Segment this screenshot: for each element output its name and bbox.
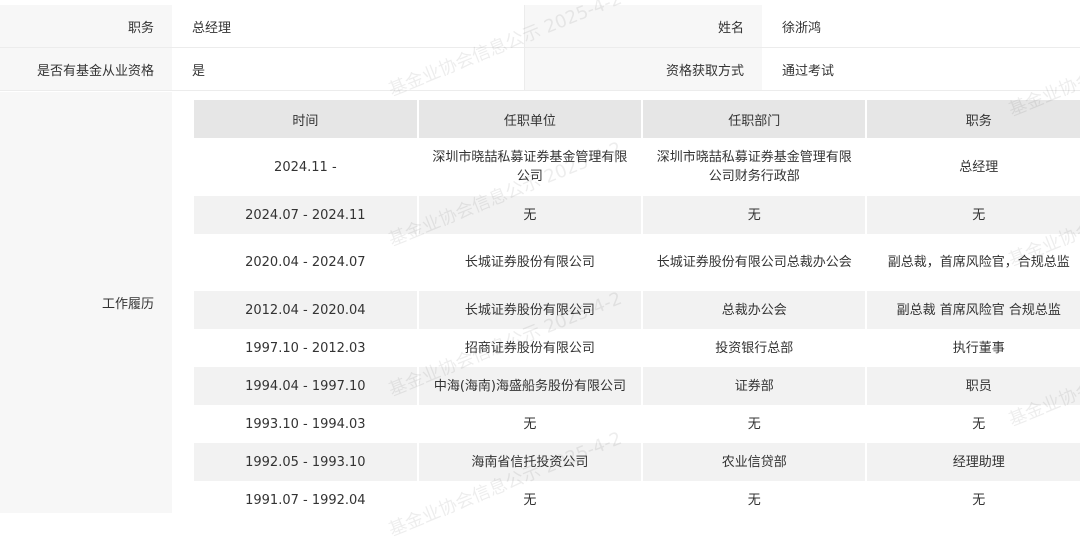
qualification-label: 是否有基金从业资格 bbox=[0, 48, 172, 90]
company-cell: 长城证券股份有限公司 bbox=[464, 255, 595, 270]
table-row: 1994.04 - 1997.10 中海(海南)海盛船务股份有限公司 证券部 职员 bbox=[194, 367, 1080, 405]
table-row: 1997.10 - 2012.03 招商证券股份有限公司 投资银行总部 执行董事 bbox=[194, 329, 1080, 367]
work-history-label: 工作履历 bbox=[0, 92, 172, 513]
work-history-table: 时间 任职单位 任职部门 职务 2024.11 - 深圳市晓喆私募证券基金管理有限… bbox=[192, 100, 1080, 519]
position-value: 总经理 bbox=[172, 5, 525, 47]
table-row: 2012.04 - 2020.04 长城证券股份有限公司 总裁办公会 副总裁 首席风险… bbox=[194, 291, 1080, 329]
qualification-method-value: 通过考试 bbox=[762, 48, 1080, 90]
department-cell: 总裁办公会 bbox=[643, 291, 866, 329]
department-cell: 无 bbox=[747, 416, 761, 432]
header-company: 任职单位 bbox=[418, 100, 642, 138]
company-cell: 海南省信托投资公司 bbox=[418, 443, 642, 481]
department-cell: 长城证券股份有限公司总裁办公会 bbox=[656, 255, 852, 270]
time-cell: 1992.05 - 1993.10 bbox=[194, 443, 417, 481]
position-cell: 无 bbox=[867, 196, 1080, 234]
time-cell: 1993.10 - 1994.03 bbox=[245, 416, 366, 432]
position-cell: 经理助理 bbox=[867, 443, 1080, 481]
time-cell: 2024.11 - bbox=[274, 159, 337, 175]
manager-info: 职务 总经理 姓名 徐浙鸿 是否有基金从业资格 是 资格获取方式 通过考试 bbox=[0, 5, 1080, 91]
position-label: 职务 bbox=[0, 5, 172, 47]
table-row: 1993.10 - 1994.03 无 无 无 bbox=[194, 405, 1080, 443]
work-history-section: 工作履历 bbox=[0, 92, 1080, 513]
table-row: 1992.05 - 1993.10 海南省信托投资公司 农业信贷部 经理助理 bbox=[194, 443, 1080, 481]
name-value: 徐浙鸿 bbox=[762, 5, 1080, 47]
header-department: 任职部门 bbox=[643, 100, 866, 138]
time-cell: 1994.04 - 1997.10 bbox=[194, 367, 417, 405]
header-time: 时间 bbox=[194, 100, 417, 138]
position-cell: 副总裁 首席风险官 合规总监 bbox=[867, 291, 1080, 329]
company-cell: 无 bbox=[418, 196, 642, 234]
company-cell: 无 bbox=[523, 416, 537, 432]
table-row: 1991.07 - 1992.04 无 无 无 bbox=[194, 481, 1080, 519]
info-row: 职务 总经理 姓名 徐浙鸿 bbox=[0, 5, 1080, 48]
department-cell: 无 bbox=[747, 492, 761, 508]
time-cell: 1997.10 - 2012.03 bbox=[245, 340, 366, 356]
position-cell: 职员 bbox=[867, 367, 1080, 405]
company-cell: 长城证券股份有限公司 bbox=[418, 291, 642, 329]
position-cell: 副总裁，首席风险官，合规总监 bbox=[887, 255, 1070, 270]
department-cell: 农业信贷部 bbox=[643, 443, 866, 481]
time-cell: 2024.07 - 2024.11 bbox=[194, 196, 417, 234]
position-cell: 无 bbox=[972, 492, 986, 508]
company-cell: 无 bbox=[523, 492, 537, 508]
company-cell: 深圳市晓喆私募证券基金管理有限公司 bbox=[432, 150, 628, 184]
department-cell: 无 bbox=[643, 196, 866, 234]
company-cell: 中海(海南)海盛船务股份有限公司 bbox=[418, 367, 642, 405]
table-row: 2024.11 - 深圳市晓喆私募证券基金管理有限公司 深圳市晓喆私募证券基金管理有… bbox=[194, 138, 1080, 196]
position-cell: 无 bbox=[972, 416, 986, 432]
department-cell: 深圳市晓喆私募证券基金管理有限公司财务行政部 bbox=[656, 150, 852, 184]
qualification-value: 是 bbox=[172, 48, 525, 90]
time-cell: 1991.07 - 1992.04 bbox=[245, 492, 366, 508]
info-row: 是否有基金从业资格 是 资格获取方式 通过考试 bbox=[0, 48, 1080, 91]
department-cell: 投资银行总部 bbox=[715, 340, 794, 356]
name-label: 姓名 bbox=[525, 5, 762, 47]
table-row: 2020.04 - 2024.07 长城证券股份有限公司 长城证券股份有限公司总裁办… bbox=[194, 234, 1080, 291]
qualification-method-label: 资格获取方式 bbox=[525, 48, 762, 90]
time-cell: 2012.04 - 2020.04 bbox=[194, 291, 417, 329]
position-cell: 总经理 bbox=[959, 159, 999, 175]
department-cell: 证券部 bbox=[643, 367, 866, 405]
position-cell: 执行董事 bbox=[952, 340, 1005, 356]
header-position: 职务 bbox=[867, 100, 1080, 138]
table-row: 2024.07 - 2024.11 无无无 bbox=[194, 196, 1080, 234]
company-cell: 招商证券股份有限公司 bbox=[464, 340, 595, 356]
time-cell: 2020.04 - 2024.07 bbox=[245, 255, 366, 270]
